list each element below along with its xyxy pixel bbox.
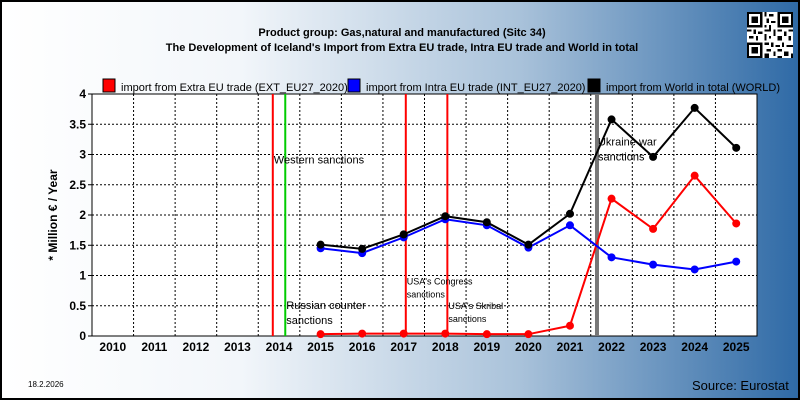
data-point [441, 212, 450, 221]
x-tick-label: 2022 [598, 340, 625, 354]
x-tick-label: 2017 [390, 340, 417, 354]
x-tick-label: 2016 [349, 340, 376, 354]
data-point [358, 244, 367, 253]
x-tick-label: 2021 [557, 340, 584, 354]
data-point [358, 329, 367, 338]
data-point [649, 152, 658, 161]
x-tick-label: 2025 [723, 340, 750, 354]
legend-swatch [587, 78, 601, 93]
qr-code-icon[interactable] [747, 12, 793, 58]
data-point [607, 115, 616, 124]
data-point [732, 257, 741, 266]
data-point [649, 260, 658, 269]
data-point [607, 253, 616, 262]
legend-swatch [102, 78, 116, 93]
legend-swatch [347, 78, 361, 93]
data-point [690, 103, 699, 112]
data-point [732, 219, 741, 228]
event-annotation: Ukraine war sanctions [598, 136, 657, 163]
data-point [607, 194, 616, 203]
data-point [399, 329, 408, 338]
legend-label: import from Intra EU trade (INT_EU27_202… [366, 82, 585, 94]
y-tick-label: 0.5 [69, 299, 86, 313]
data-point [524, 240, 533, 249]
legend-label: import from Extra EU trade (EXT_EU27_202… [121, 82, 348, 94]
x-tick-label: 2012 [183, 340, 210, 354]
data-point [690, 171, 699, 180]
data-point [524, 330, 533, 339]
y-tick-label: 1.5 [69, 238, 86, 252]
x-tick-label: 2014 [266, 340, 293, 354]
date-stamp: 18.2.2026 [28, 380, 64, 389]
legend-label: import from World in total (WORLD) [606, 82, 780, 94]
chart-title-line2: The Development of Iceland's Import from… [165, 42, 639, 54]
data-point [565, 321, 574, 330]
y-tick-label: 4 [79, 87, 86, 101]
data-point [690, 265, 699, 274]
x-tick-label: 2023 [640, 340, 667, 354]
data-point [441, 329, 450, 338]
data-point [399, 230, 408, 239]
y-tick-label: 1 [79, 269, 86, 283]
x-tick-label: 2018 [432, 340, 459, 354]
data-point [649, 224, 658, 233]
data-point [316, 240, 325, 249]
event-annotation: Western sanctions [274, 155, 365, 167]
source-credit: Source: Eurostat [692, 378, 789, 393]
event-annotation: USA's Congress sanctions [407, 277, 473, 300]
y-tick-label: 2 [79, 208, 86, 222]
y-tick-label: 3 [79, 148, 86, 162]
y-tick-label: 0 [79, 329, 86, 343]
x-tick-label: 2011 [141, 340, 167, 354]
x-tick-label: 2024 [681, 340, 708, 354]
x-tick-label: 2013 [224, 340, 251, 354]
data-point [565, 221, 574, 230]
data-point [732, 143, 741, 152]
y-axis-label: * Million € / Year [46, 169, 60, 260]
chart-title-line1: Product group: Gas,natural and manufactu… [258, 27, 546, 39]
event-annotation: USA's Skribal sanctions [448, 301, 503, 324]
data-point [316, 330, 325, 339]
x-tick-label: 2019 [473, 340, 500, 354]
x-tick-label: 2015 [307, 340, 334, 354]
data-point [482, 218, 491, 227]
y-tick-label: 3.5 [69, 117, 86, 131]
data-point [482, 330, 491, 339]
event-annotation: Russian counter sanctions [286, 300, 366, 327]
x-tick-label: 2020 [515, 340, 542, 354]
y-tick-label: 2.5 [69, 178, 86, 192]
x-tick-label: 2010 [99, 340, 126, 354]
data-point [565, 209, 574, 218]
